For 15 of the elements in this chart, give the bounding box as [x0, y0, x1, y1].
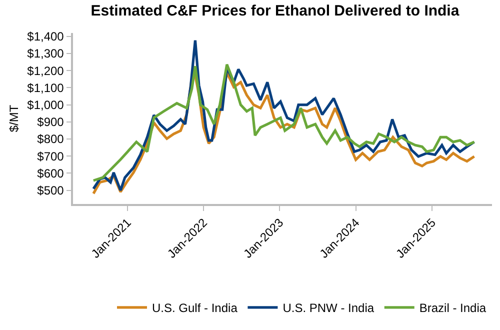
y-axis-title: $/MT: [6, 104, 21, 132]
legend-label: U.S. PNW - India: [282, 301, 374, 316]
y-tick-label: $900: [37, 115, 64, 130]
y-tick-label: $800: [37, 132, 64, 146]
legend-label: U.S. Gulf - India: [152, 301, 238, 316]
y-tick-label: $1,100: [27, 80, 64, 95]
y-tick-label: $500: [37, 184, 64, 198]
y-tick-label: $1,400: [27, 30, 64, 44]
legend-label: Brazil - India: [419, 301, 486, 316]
y-tick-label: $1,300: [27, 46, 64, 61]
y-tick-label: $600: [37, 166, 64, 180]
y-tick-label: $700: [37, 149, 64, 164]
chart-title: Estimated C&F Prices for Ethanol Delivered to India: [90, 2, 460, 20]
y-tick-label: $1,000: [27, 98, 64, 112]
y-tick-label: $1,200: [27, 64, 64, 78]
